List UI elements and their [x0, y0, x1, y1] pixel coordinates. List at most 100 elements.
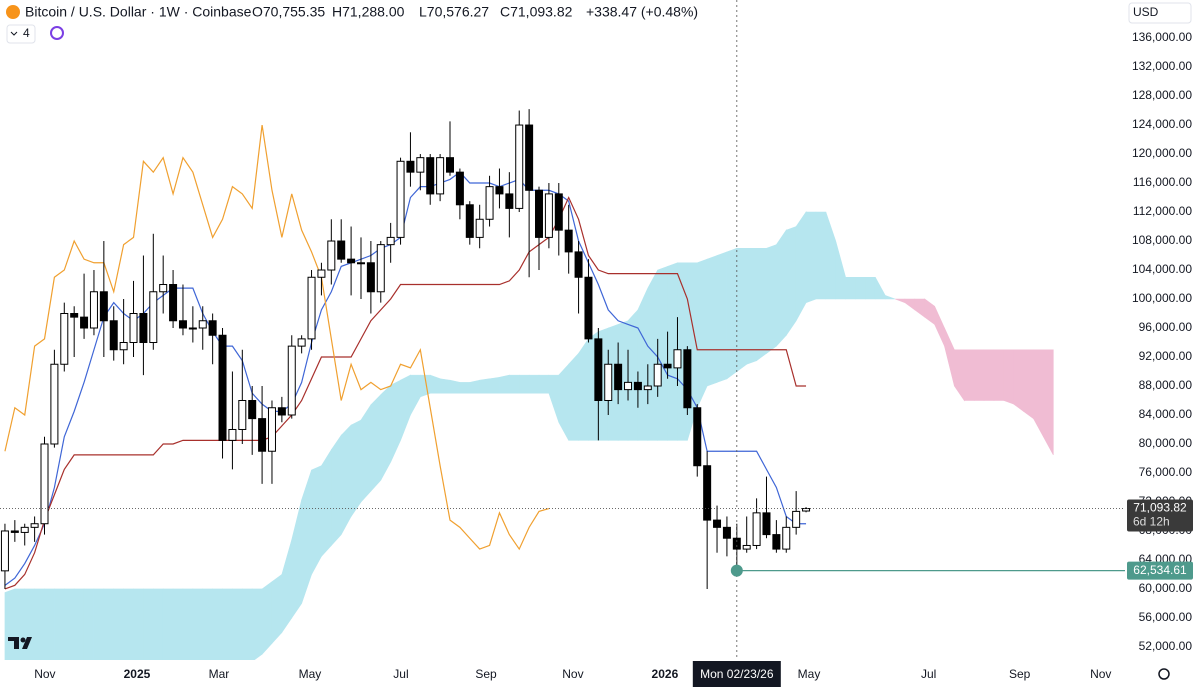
settings-icon[interactable] [1158, 668, 1170, 680]
cloud-segment [548, 374, 560, 423]
cloud-segment [815, 211, 827, 300]
cloud-segment [331, 434, 342, 547]
y-tick-label: 116,000.00 [1133, 175, 1192, 189]
candle-body [416, 157, 425, 173]
y-tick-label: 96,000.00 [1139, 320, 1193, 334]
low-marker-dot [730, 564, 743, 577]
cloud-segment [776, 229, 787, 347]
cloud-segment [192, 588, 204, 660]
cloud-segment [855, 276, 866, 300]
cloud-segment [301, 469, 312, 604]
cloud-segment [123, 588, 134, 660]
cloud-segment [439, 378, 451, 394]
crosshair-tag [692, 661, 781, 687]
cloud-segment [795, 211, 807, 321]
candle-body [802, 508, 811, 512]
candle-body [129, 313, 138, 344]
indicators-toggle[interactable] [6, 24, 36, 44]
crosshair-label: Mon 02/23/26 [700, 667, 774, 681]
cloud-segment [944, 327, 955, 387]
x-tick-label: May [299, 667, 322, 681]
tenkan-line [4, 171, 807, 586]
cloud-segment [459, 382, 471, 394]
indicator-count: 4 [23, 26, 30, 40]
cloud-segment [400, 374, 411, 441]
candle-body [406, 160, 415, 173]
cloud-segment [835, 240, 846, 300]
y-tick-label: 76,000.00 [1139, 465, 1193, 479]
candle-body [337, 240, 346, 260]
low-marker-label: 62,534.61 [1133, 563, 1187, 577]
cloud-segment [340, 424, 352, 535]
candle-body [624, 381, 633, 391]
candle-body [584, 276, 593, 340]
cloud-segment [538, 374, 550, 394]
cloud-segment [568, 352, 579, 441]
candle-body [188, 327, 197, 330]
cloud-segment [845, 276, 856, 300]
cloud-segment [499, 374, 510, 394]
candle-body [535, 189, 544, 238]
candle-body [386, 236, 395, 246]
cloud-segment [528, 374, 540, 394]
candle-body [317, 269, 326, 278]
candle-body [327, 240, 336, 271]
candle-body [248, 399, 257, 420]
candle-body [109, 320, 118, 351]
cloud-segment [973, 349, 985, 401]
cloud-segment [904, 298, 916, 311]
y-tick-label: 112,000.00 [1133, 204, 1192, 218]
cloud-segment [469, 379, 480, 394]
candle-body [0, 530, 9, 572]
plot-area [0, 109, 1054, 660]
candle-body [119, 342, 128, 351]
candle-body [30, 523, 39, 528]
x-tick-label: May [798, 667, 821, 681]
cloud-segment [558, 363, 569, 441]
tv-logo [8, 637, 32, 649]
cloud-segment [637, 288, 649, 441]
candle-body [762, 512, 771, 536]
cloud-segment [884, 294, 896, 300]
candle-body [515, 124, 524, 209]
candle-body [208, 320, 217, 336]
gear[interactable] [1158, 668, 1170, 680]
cloud-segment [83, 588, 95, 660]
cloud-segment [212, 588, 223, 660]
candle-body [169, 284, 178, 322]
x-tick-label: 2025 [124, 667, 151, 681]
cloud-segment [370, 393, 382, 492]
cloud-segment [934, 306, 945, 347]
y-tick-label: 136,000.00 [1132, 30, 1192, 44]
candle-body [149, 291, 158, 344]
cloud-segment [103, 588, 115, 660]
y-tick-label: 88,000.00 [1139, 378, 1193, 392]
candle-body [70, 313, 79, 318]
cloud-segment [963, 349, 975, 401]
candle-body [20, 526, 29, 533]
y-tick-label: 100,000.00 [1132, 291, 1192, 305]
candle-body [258, 418, 267, 452]
cloud-segment [657, 265, 668, 441]
symbol: Bitcoin / U.S. Dollar · 1W · Coinbase [25, 4, 252, 20]
ohlc-low: L70,576.27 [419, 4, 489, 20]
refresh-icon[interactable] [50, 26, 64, 40]
y-tick-label: 60,000.00 [1139, 581, 1193, 595]
candle-body [643, 385, 652, 391]
low-marker-tag [1127, 561, 1193, 580]
candle-body [475, 218, 484, 238]
candle-body [574, 251, 583, 278]
cloud-segment [34, 588, 45, 660]
currency-button[interactable] [1128, 2, 1192, 24]
candle-body [693, 407, 702, 467]
candle-body [732, 537, 741, 550]
cloud-segment [380, 384, 391, 481]
cloud-segment [627, 309, 639, 441]
cloud-segment [1043, 349, 1054, 456]
cloud-segment [825, 211, 837, 300]
candle-body [594, 338, 603, 401]
last-price-label: 71,093.82 [1133, 501, 1187, 515]
candle-body [495, 186, 504, 195]
chevron [10, 31, 18, 36]
candle-body [89, 291, 98, 329]
